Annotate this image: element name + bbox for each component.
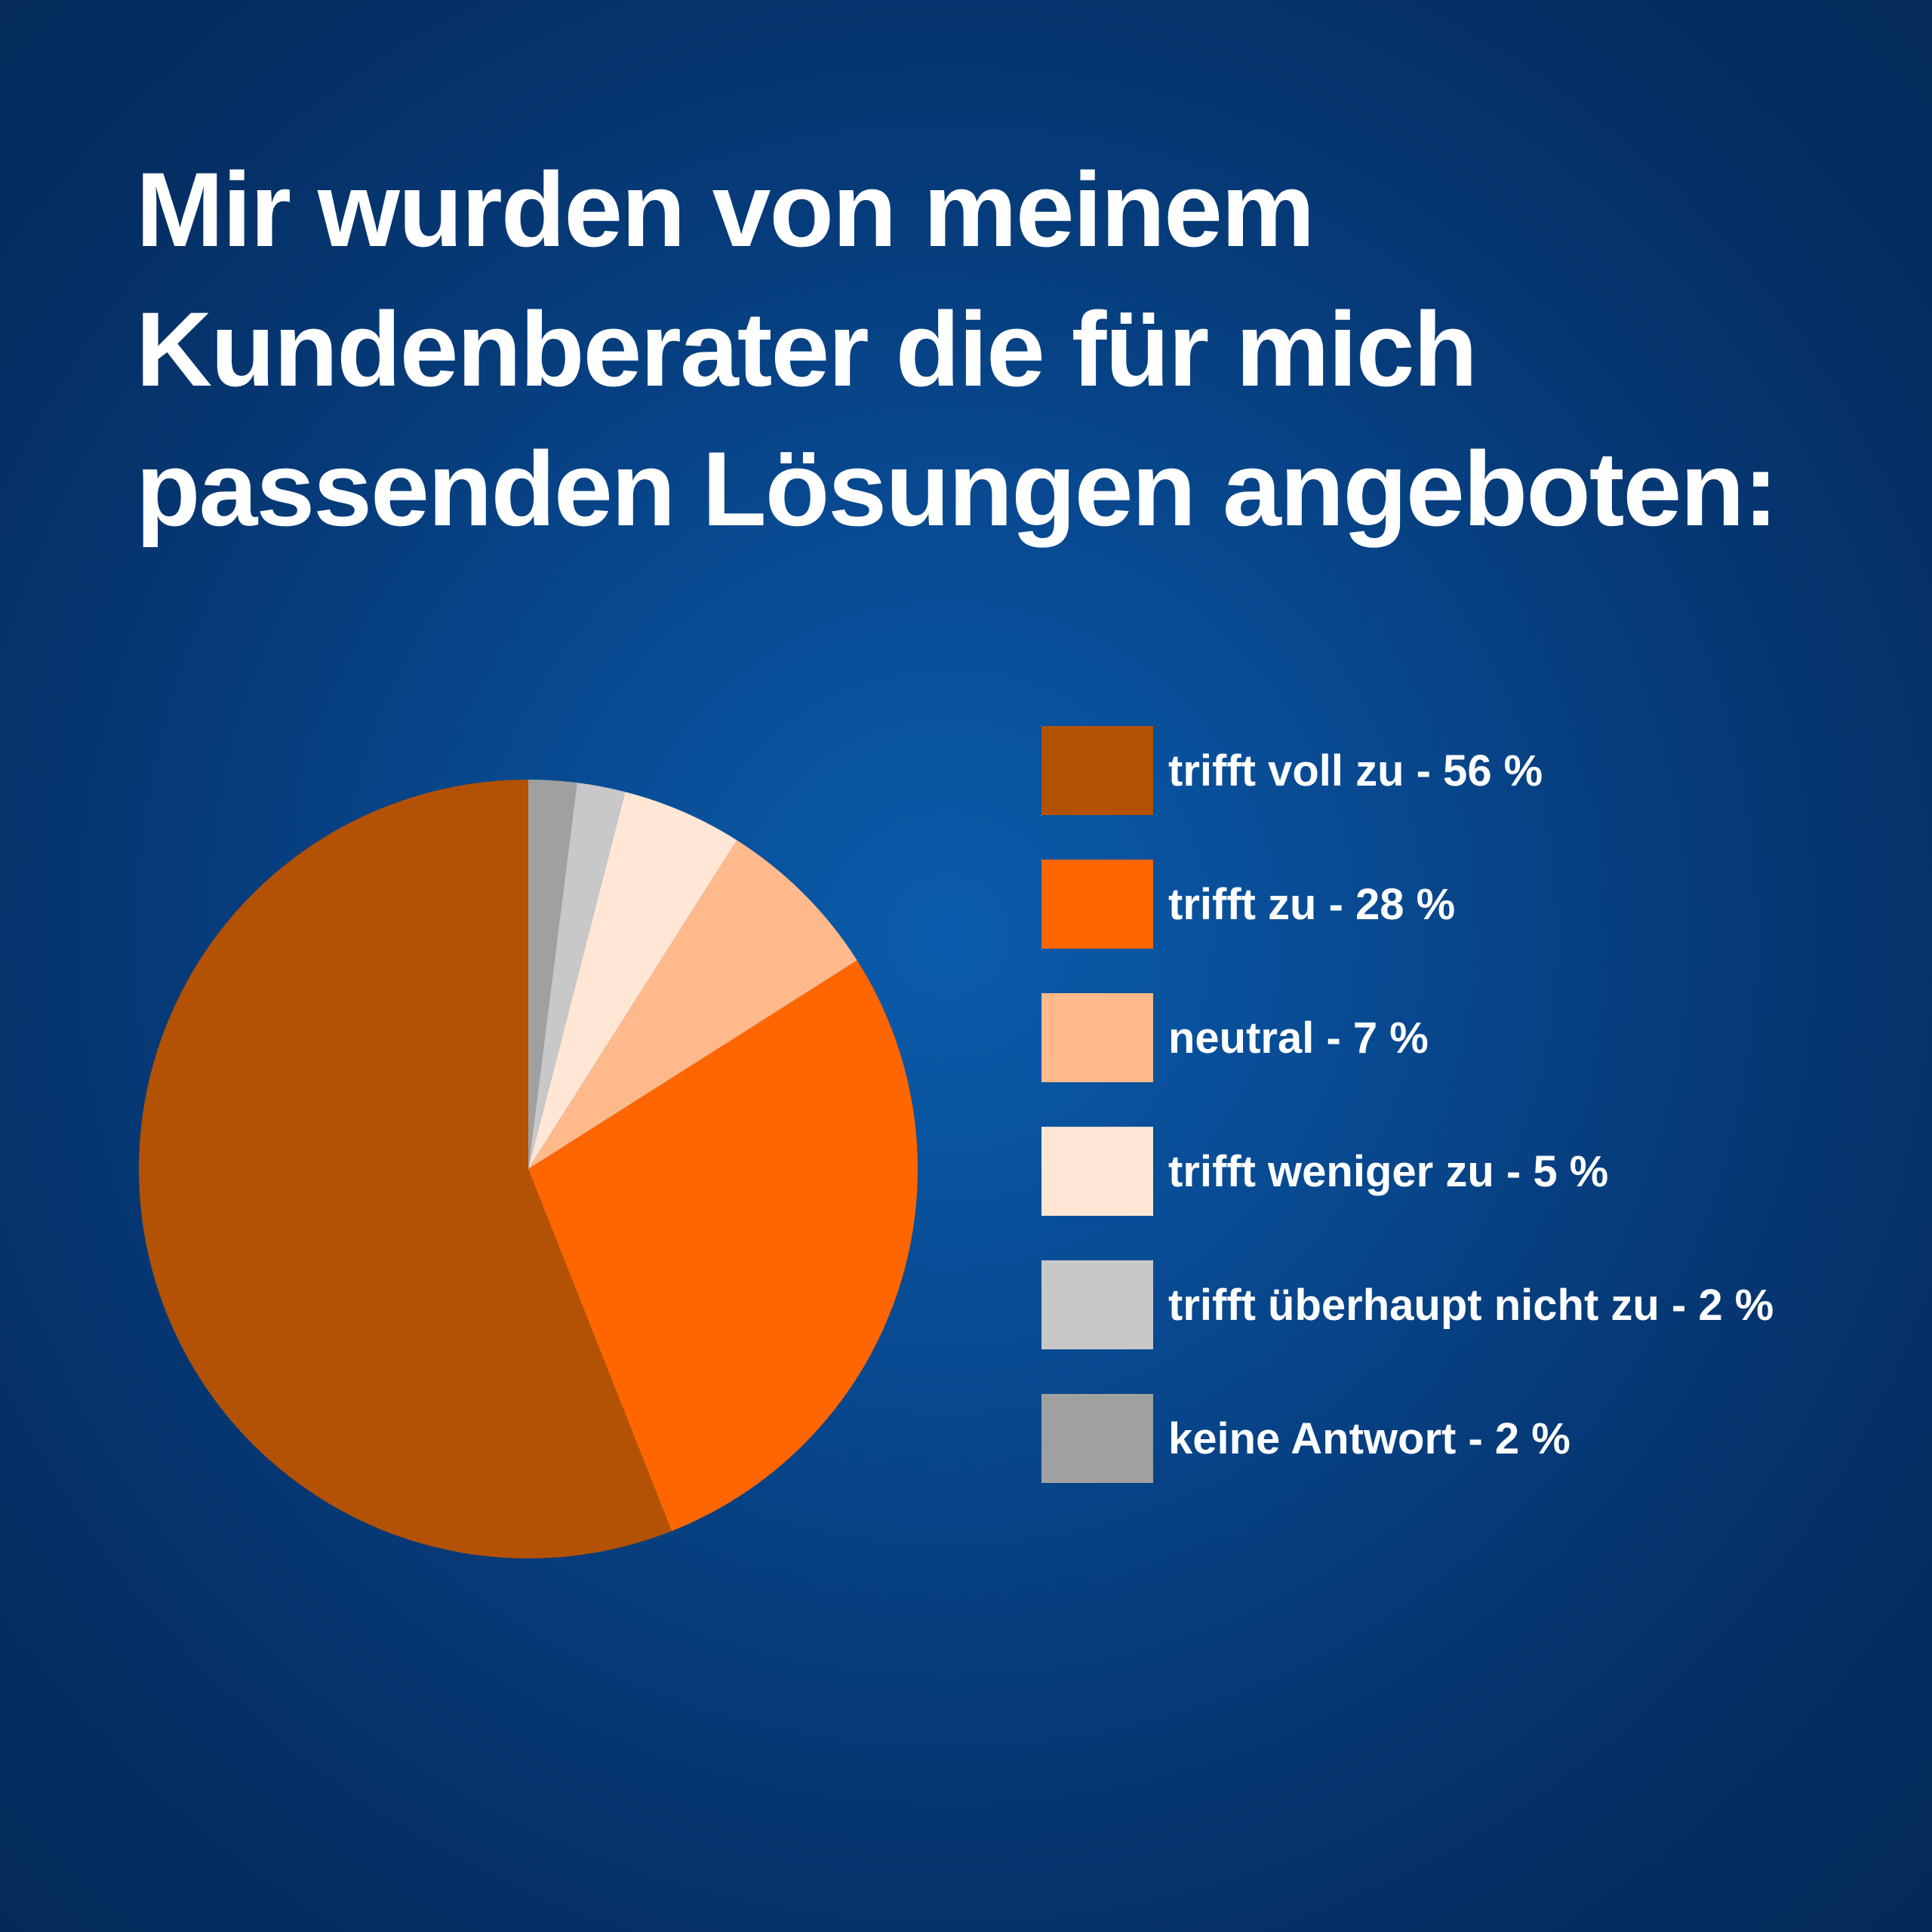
chart-title: Mir wurden von meinem Kundenberater die … [136, 140, 1778, 558]
legend-label: keine Antwort - 2 % [1168, 1414, 1571, 1463]
title-line: Kundenberater die für mich [136, 290, 1478, 408]
legend-label: trifft voll zu - 56 % [1168, 746, 1543, 795]
legend-label: trifft überhaupt nicht zu - 2 % [1168, 1280, 1774, 1330]
legend-item: trifft zu - 28 % [1041, 860, 1455, 949]
legend-swatch [1041, 1260, 1153, 1349]
pie-slice [528, 792, 737, 1169]
title-line: passenden Lösungen angeboten: [136, 429, 1778, 548]
pie-slice [528, 960, 918, 1531]
legend-label: trifft zu - 28 % [1168, 879, 1456, 929]
legend-item: trifft überhaupt nicht zu - 2 % [1041, 1260, 1774, 1349]
legend-item: neutral - 7 % [1041, 993, 1429, 1082]
legend-swatch [1041, 1127, 1153, 1216]
legend-item: trifft weniger zu - 5 % [1041, 1127, 1608, 1216]
legend-swatch [1041, 726, 1153, 815]
pie-slice [528, 840, 857, 1169]
pie-slice [139, 780, 672, 1558]
pie-slice [528, 780, 577, 1169]
legend-label: trifft weniger zu - 5 % [1168, 1146, 1609, 1196]
pie-slice [528, 783, 626, 1169]
legend-swatch [1041, 860, 1153, 949]
legend-label: neutral - 7 % [1168, 1013, 1429, 1063]
legend-swatch [1041, 1394, 1153, 1483]
legend-item: trifft voll zu - 56 % [1041, 726, 1543, 815]
legend-item: keine Antwort - 2 % [1041, 1394, 1571, 1483]
title-line: Mir wurden von meinem [136, 150, 1315, 269]
legend-swatch [1041, 993, 1153, 1082]
